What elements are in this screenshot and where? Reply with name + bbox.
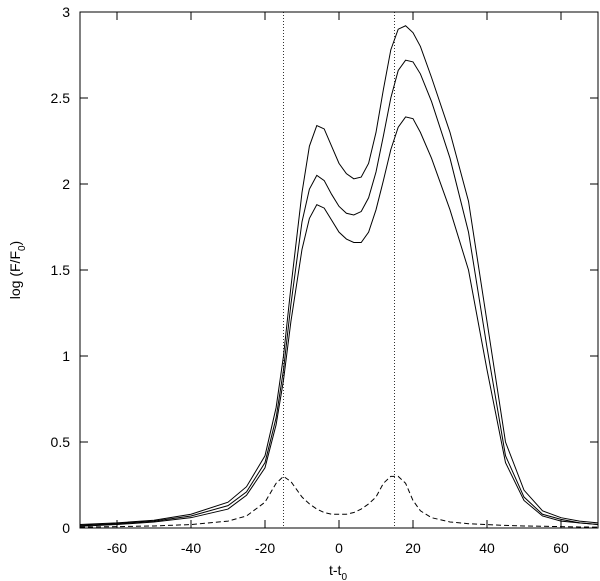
x-tick-label: 0: [335, 540, 343, 556]
x-axis-label: t-t0: [329, 562, 347, 581]
y-label-sub: 0: [17, 245, 28, 251]
x-tick-label: 40: [479, 540, 495, 556]
y-tick-label: 2.5: [51, 90, 71, 106]
x-tick-label: -20: [255, 540, 275, 556]
y-tick-label: 1.5: [51, 262, 71, 278]
y-tick-label: 1: [62, 348, 70, 364]
y-tick-label: 0: [62, 520, 70, 536]
plot-frame: [79, 11, 599, 529]
x-tick-label: 60: [553, 540, 569, 556]
y-axis-label: log (F/F0): [7, 241, 28, 299]
y-tick-label: 3: [62, 4, 70, 20]
x-tick-label: -60: [107, 540, 127, 556]
line-series: [79, 475, 599, 528]
y-label-end: ): [7, 241, 23, 246]
y-label-main: log (F/F: [7, 251, 23, 299]
x-label-main: t-t: [329, 562, 342, 578]
line-series: [79, 25, 599, 526]
x-label-sub: 0: [341, 572, 347, 581]
y-tick-label: 0.5: [51, 434, 71, 450]
x-tick-label: 20: [405, 540, 421, 556]
y-tick-label: 2: [62, 176, 70, 192]
line-series: [79, 116, 599, 527]
x-tick-label: -40: [181, 540, 201, 556]
line-series: [79, 59, 599, 526]
